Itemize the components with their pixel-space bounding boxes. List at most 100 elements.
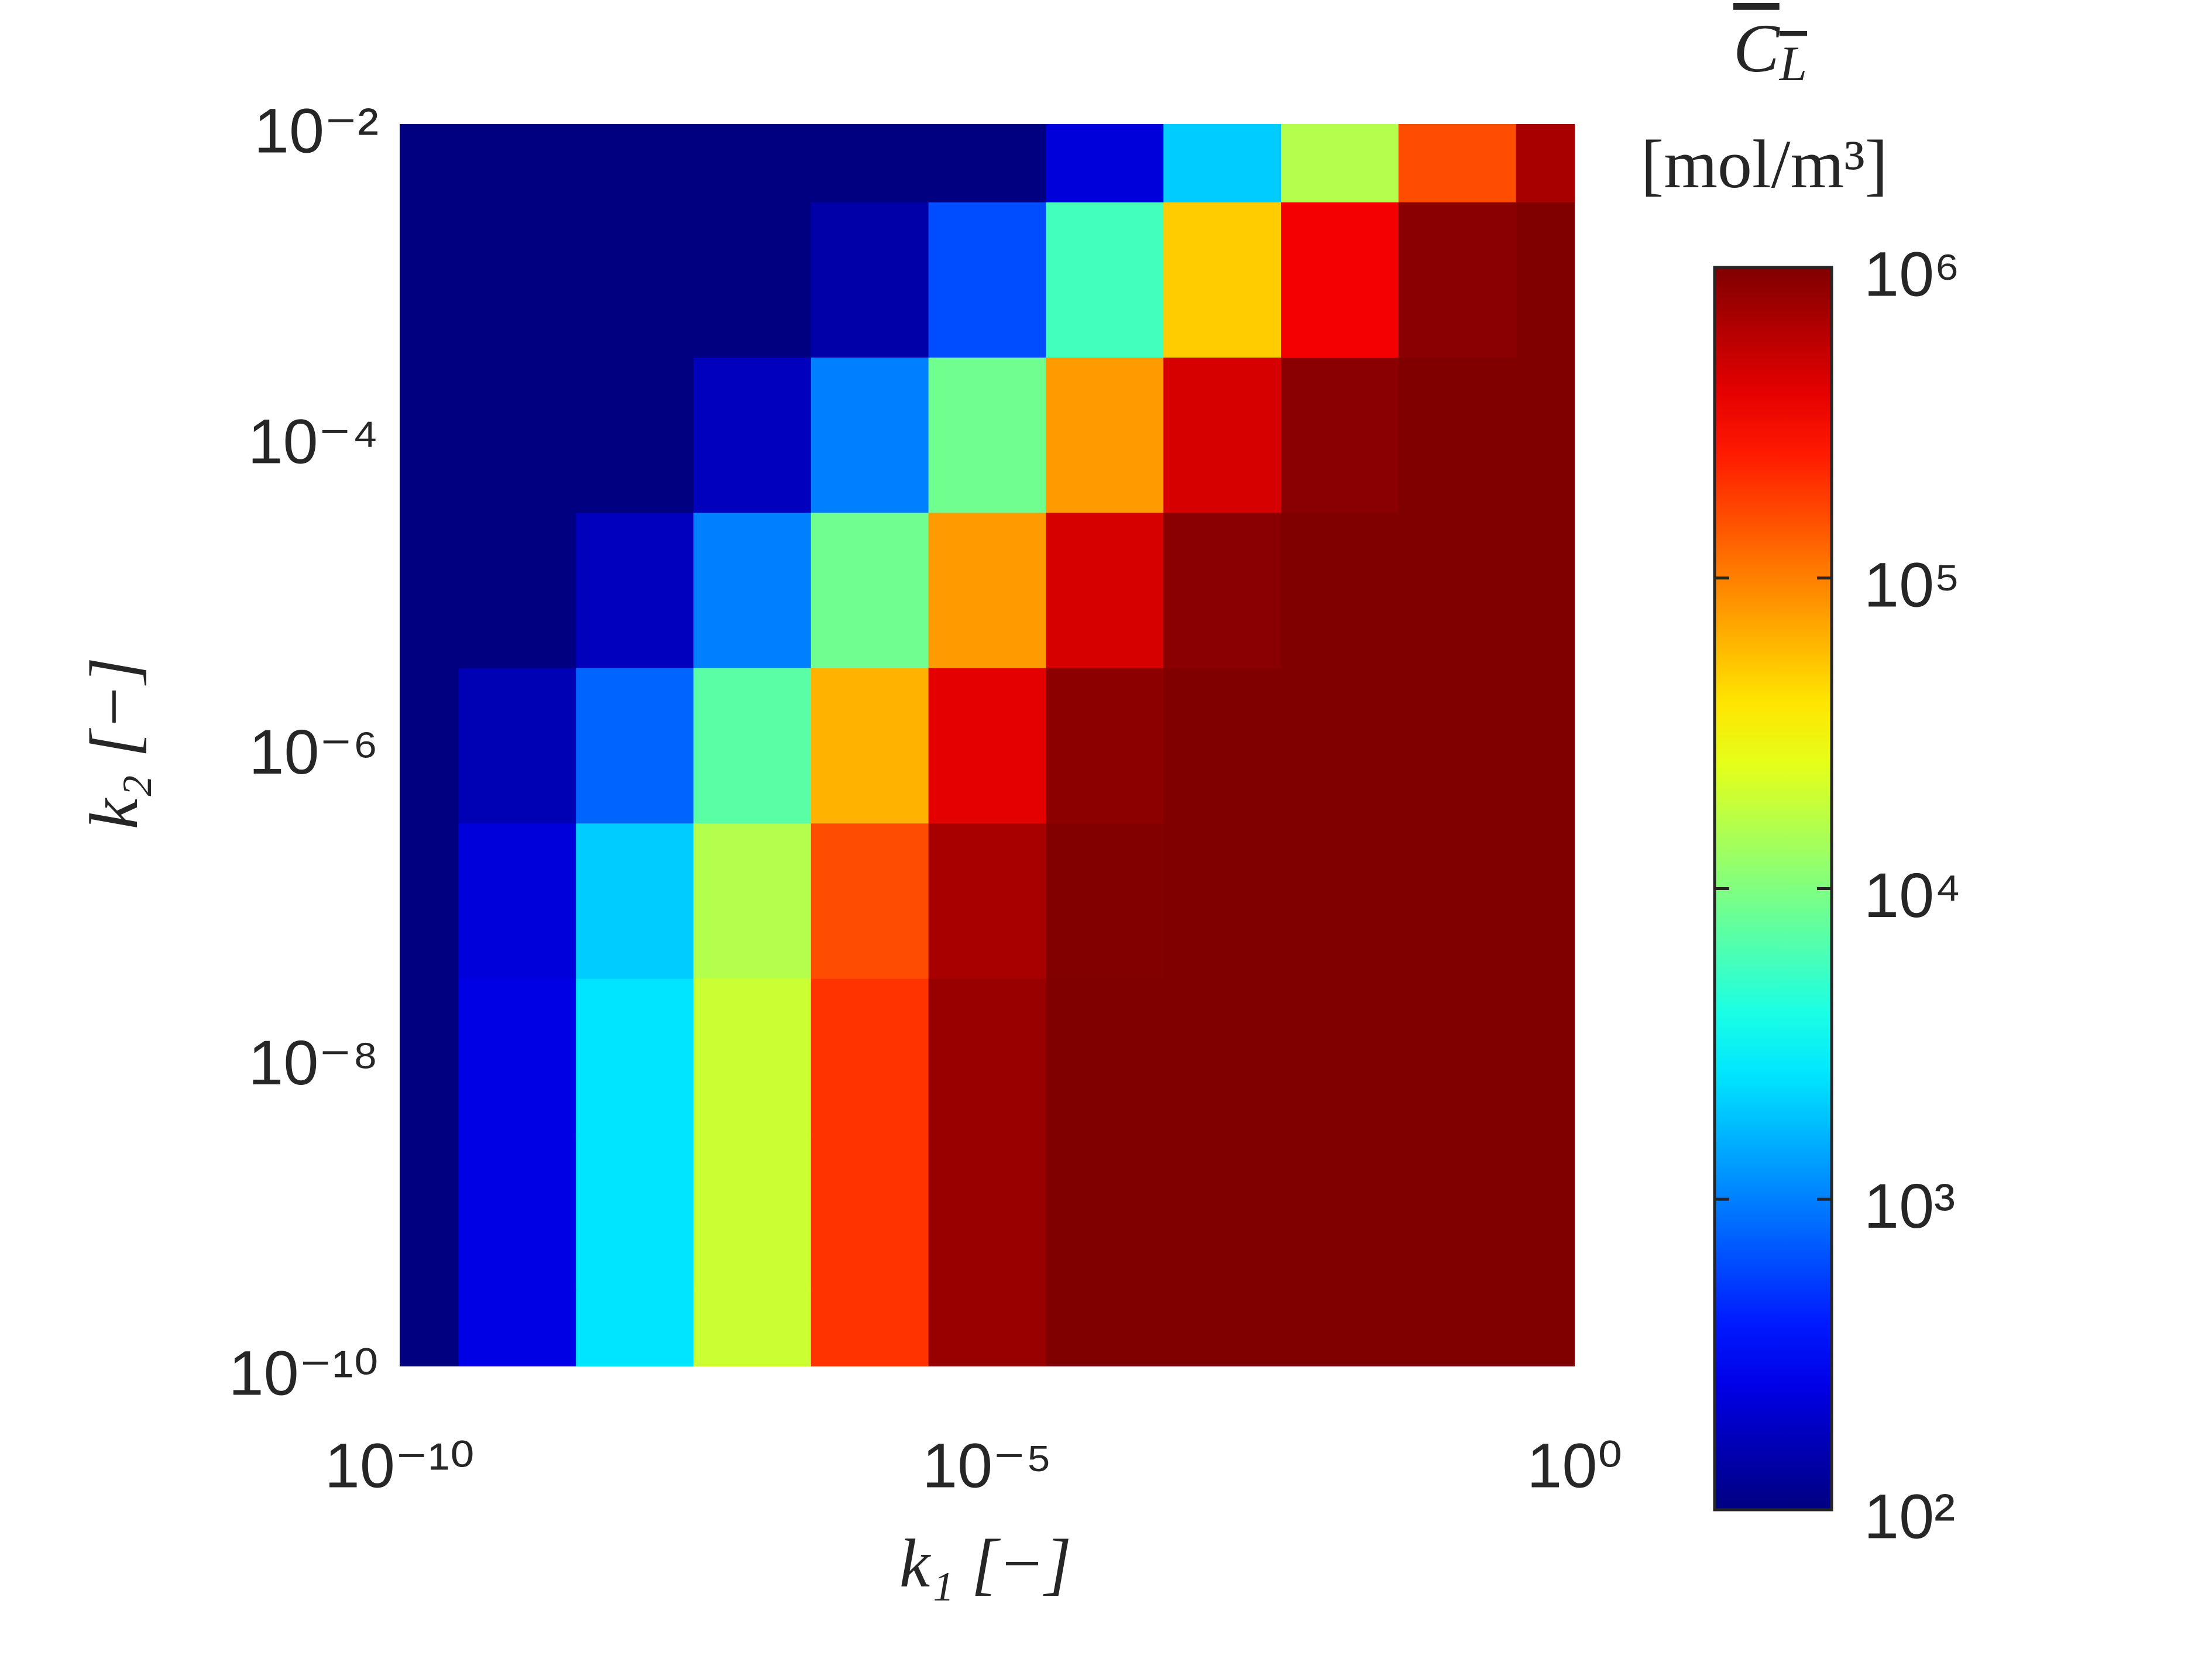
y-tick-label: 10⁻² xyxy=(254,95,379,166)
heatmap-cell xyxy=(810,823,929,979)
heatmap-cell xyxy=(458,512,577,668)
heatmap-cell xyxy=(458,357,577,513)
heatmap-cell xyxy=(458,1133,577,1290)
heatmap-cell xyxy=(810,124,929,202)
heatmap-cell xyxy=(1398,978,1517,1134)
x-tick-label: 10⁰ xyxy=(1527,1430,1622,1501)
heatmap-cell xyxy=(1516,667,1575,824)
heatmap-cell xyxy=(1163,667,1282,824)
heatmap-cell xyxy=(1398,1133,1517,1290)
heatmap-cell xyxy=(1046,667,1165,824)
heatmap-cell xyxy=(810,1133,929,1290)
colorbar xyxy=(1713,266,1833,1512)
heatmap-cell xyxy=(1163,357,1282,513)
colorbar-units: [mol/m³] xyxy=(1641,126,1888,202)
heatmap-cell xyxy=(400,823,459,979)
heatmap-cell xyxy=(1398,124,1517,202)
heatmap-cell xyxy=(458,978,577,1134)
heatmap-cell xyxy=(1398,201,1517,358)
heatmap-cell xyxy=(1046,823,1165,979)
colorbar-title: CL xyxy=(1733,10,1807,91)
heatmap-cell xyxy=(810,1289,929,1366)
heatmap-cell xyxy=(400,667,459,824)
heatmap-cell xyxy=(693,201,812,358)
colorbar-tick-label: 10² xyxy=(1864,1481,1955,1552)
heatmap-cell xyxy=(576,667,694,824)
heatmap-cell xyxy=(1046,1289,1165,1366)
heatmap-cell xyxy=(810,201,929,358)
heatmap-cell xyxy=(1281,357,1399,513)
heatmap-cell xyxy=(1281,978,1399,1134)
heatmap-cell xyxy=(1281,124,1399,202)
heatmap-cell xyxy=(693,823,812,979)
heatmap-cell xyxy=(1398,1289,1517,1366)
heatmap-cell xyxy=(400,124,459,202)
heatmap-cell xyxy=(1281,823,1399,979)
heatmap-cell xyxy=(1516,823,1575,979)
heatmap-cell xyxy=(928,1133,1047,1290)
heatmap-cell xyxy=(928,823,1047,979)
heatmap-cell xyxy=(810,667,929,824)
heatmap-cell xyxy=(693,667,812,824)
heatmap-cell xyxy=(810,978,929,1134)
heatmap-cell xyxy=(1516,978,1575,1134)
y-tick-label: 10⁻⁶ xyxy=(249,716,379,787)
heatmap-cell xyxy=(928,1289,1047,1366)
heatmap-cell xyxy=(693,124,812,202)
heatmap-cell xyxy=(1281,512,1399,668)
heatmap-cell xyxy=(928,978,1047,1134)
y-tick-label: 10⁻⁸ xyxy=(248,1027,379,1098)
heatmap-cell xyxy=(1516,512,1575,668)
colorbar-tick-label: 10⁴ xyxy=(1864,860,1962,930)
heatmap-cell xyxy=(400,201,459,358)
heatmap-cell xyxy=(1281,1289,1399,1366)
heatmap-cell xyxy=(576,124,694,202)
heatmap-cell xyxy=(810,512,929,668)
heatmap-cell xyxy=(1163,1133,1282,1290)
heatmap-cell xyxy=(1281,1133,1399,1290)
heatmap-cell xyxy=(1281,667,1399,824)
heatmap-cell xyxy=(810,357,929,513)
heatmap-cell xyxy=(458,201,577,358)
heatmap-cell xyxy=(1398,667,1517,824)
heatmap-cell xyxy=(693,512,812,668)
colorbar-tick-label: 10⁶ xyxy=(1864,239,1960,310)
heatmap-cell xyxy=(1516,124,1575,202)
heatmap-cell xyxy=(1163,201,1282,358)
heatmap-cell xyxy=(458,1289,577,1366)
heatmap-cell xyxy=(1046,978,1165,1134)
x-tick-label: 10⁻¹⁰ xyxy=(325,1430,475,1501)
heatmap-cell xyxy=(1163,124,1282,202)
heatmap-cell xyxy=(1046,357,1165,513)
y-tick-label: 10⁻⁴ xyxy=(248,406,379,476)
y-tick-label: 10⁻¹⁰ xyxy=(229,1338,379,1409)
heatmap-cell xyxy=(1163,978,1282,1134)
heatmap-cell xyxy=(1281,201,1399,358)
heatmap-cell xyxy=(1046,124,1165,202)
heatmap-cell xyxy=(576,1289,694,1366)
heatmap-cell xyxy=(928,124,1047,202)
x-tick-label: 10⁻⁵ xyxy=(922,1430,1052,1501)
heatmap-cell xyxy=(400,357,459,513)
heatmap-cell xyxy=(458,823,577,979)
colorbar-tick-label: 10³ xyxy=(1864,1170,1955,1241)
heatmap-cell xyxy=(693,1289,812,1366)
heatmap-cell xyxy=(400,1133,459,1290)
heatmap-cell xyxy=(1046,512,1165,668)
heatmap-cell xyxy=(1046,201,1165,358)
heatmap-cell xyxy=(576,1133,694,1290)
heatmap-cell xyxy=(1163,1289,1282,1366)
heatmap-cell xyxy=(1516,357,1575,513)
heatmap-cell xyxy=(458,667,577,824)
y-axis-label: k₂ [−] xyxy=(75,657,152,829)
heatmap xyxy=(400,124,1575,1366)
colorbar-tick-label: 10⁵ xyxy=(1864,549,1960,620)
heatmap-cell xyxy=(693,1133,812,1290)
heatmap-cell xyxy=(928,201,1047,358)
heatmap-cell xyxy=(928,512,1047,668)
heatmap-cell xyxy=(400,512,459,668)
heatmap-cell xyxy=(1163,512,1282,668)
heatmap-cell xyxy=(576,512,694,668)
heatmap-cell xyxy=(1516,1133,1575,1290)
